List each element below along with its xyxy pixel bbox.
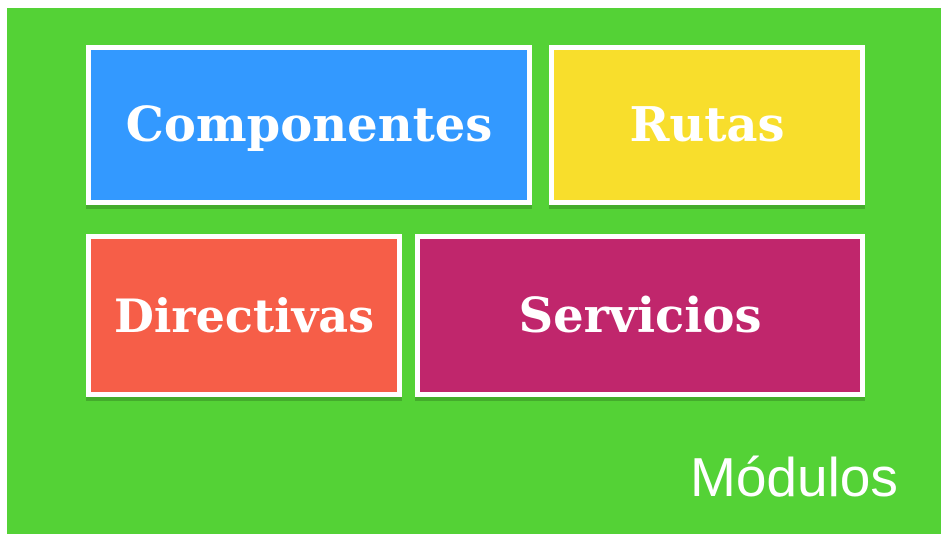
componentes-box: Componentes — [86, 45, 532, 205]
rutas-box: Rutas — [549, 45, 865, 205]
servicios-box: Servicios — [415, 234, 865, 397]
componentes-label: Componentes — [125, 97, 493, 153]
modulos-label: Módulos — [690, 446, 898, 508]
rutas-label: Rutas — [629, 97, 785, 153]
directivas-box: Directivas — [86, 234, 402, 397]
directivas-label: Directivas — [113, 288, 375, 343]
servicios-label: Servicios — [518, 287, 762, 344]
